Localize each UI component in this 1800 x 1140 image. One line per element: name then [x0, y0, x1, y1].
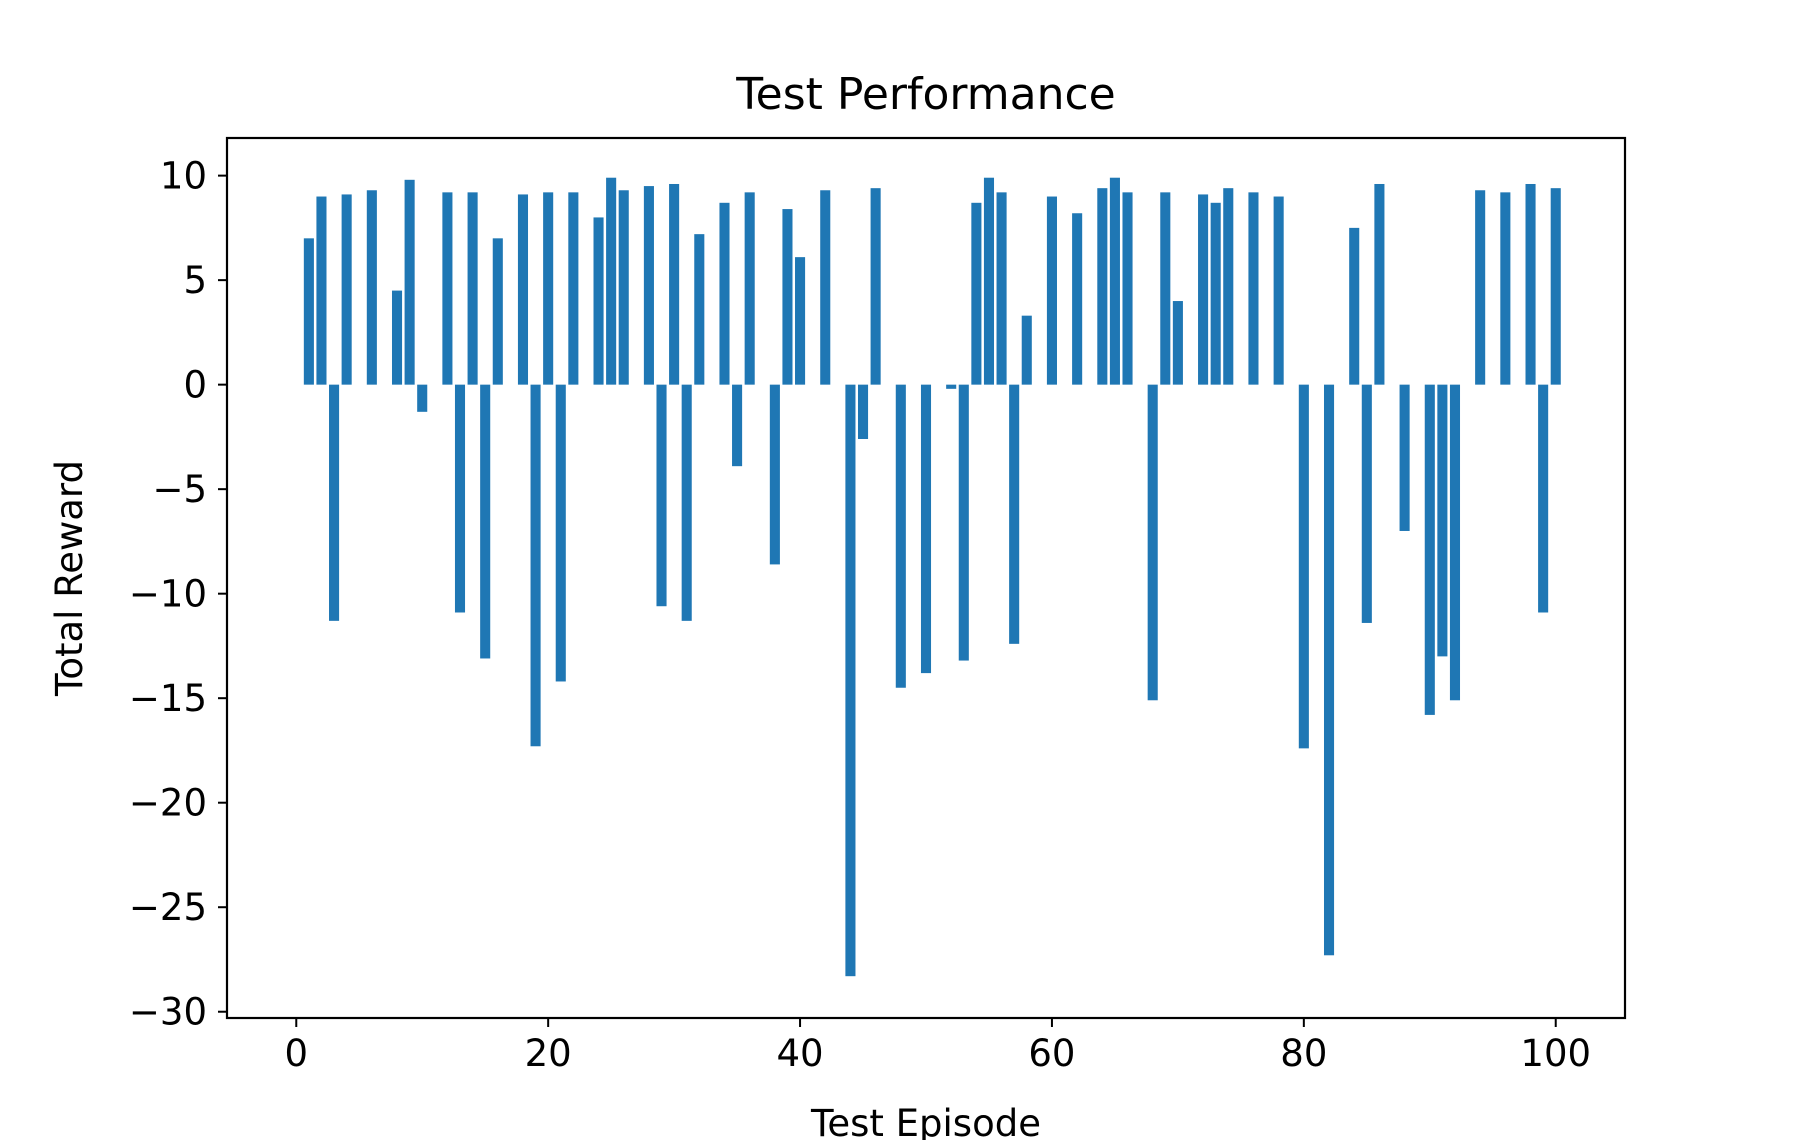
bar-episode-56: [996, 192, 1007, 385]
bars-group: [303, 177, 1561, 977]
bar-episode-31: [681, 384, 692, 621]
bar-episode-29: [656, 384, 667, 607]
bar-episode-68: [1147, 384, 1158, 701]
bar-episode-50: [920, 384, 932, 674]
bar-episode-80: [1298, 384, 1309, 749]
bar-episode-73: [1210, 202, 1221, 385]
y-tick-label: −5: [152, 468, 207, 511]
bar-episode-12: [442, 192, 453, 385]
chart-title: Test Performance: [735, 69, 1115, 120]
bar-episode-2: [316, 196, 327, 385]
x-axis-title: Test Episode: [810, 1102, 1041, 1140]
bar-episode-24: [593, 217, 604, 385]
bar-episode-53: [958, 384, 969, 661]
bar-episode-91: [1437, 384, 1448, 657]
x-axis: 0 20 40 60 80 100: [284, 1018, 1591, 1075]
bar-episode-32: [694, 234, 705, 385]
y-tick-label: 10: [160, 155, 207, 198]
y-axis: 10 5 0 −5 −10 −15 −20 −25 −30: [129, 155, 227, 1034]
x-tick-label: 80: [1280, 1032, 1327, 1075]
bar-episode-9: [404, 179, 415, 385]
bar-episode-15: [480, 384, 491, 659]
bar-episode-22: [568, 192, 579, 385]
bar-episode-60: [1046, 196, 1057, 385]
y-axis-title: Total Reward: [48, 460, 91, 697]
bar-episode-70: [1172, 301, 1183, 385]
bar-episode-86: [1374, 183, 1385, 385]
bar-episode-58: [1021, 315, 1032, 385]
y-tick-label: 0: [183, 364, 207, 407]
bar-episode-39: [782, 209, 793, 385]
bar-episode-10: [417, 384, 428, 412]
bar-episode-82: [1323, 384, 1335, 956]
bar-episode-21: [555, 384, 566, 682]
bar-episode-14: [467, 192, 478, 385]
bar-episode-26: [618, 190, 629, 385]
bar-episode-78: [1273, 196, 1284, 385]
bar-episode-28: [643, 186, 654, 385]
y-tick-label: 5: [183, 259, 207, 302]
bar-episode-92: [1449, 384, 1461, 701]
bar-episode-72: [1198, 194, 1209, 385]
bar-episode-64: [1097, 188, 1108, 385]
bar-episode-45: [857, 384, 869, 439]
bar-episode-36: [744, 192, 755, 385]
plot-frame: [225, 136, 1627, 1020]
bar-episode-19: [530, 384, 541, 747]
bar-episode-69: [1160, 192, 1171, 385]
bar-episode-38: [769, 384, 780, 565]
bar-episode-35: [732, 384, 743, 467]
bar-episode-20: [543, 192, 554, 385]
y-tick-label: −20: [129, 782, 207, 825]
bar-episode-42: [820, 190, 831, 385]
bar-episode-30: [669, 183, 680, 385]
bar-episode-34: [719, 202, 730, 385]
bar-episode-90: [1424, 384, 1435, 715]
bar-episode-74: [1223, 188, 1234, 385]
bar-episode-46: [870, 188, 881, 385]
x-tick-label: 0: [284, 1032, 308, 1075]
y-tick-label: −25: [129, 886, 207, 929]
bar-episode-98: [1525, 183, 1536, 385]
bar-episode-99: [1538, 384, 1549, 613]
bar-episode-65: [1109, 177, 1120, 385]
bar-episode-66: [1122, 192, 1133, 385]
bar-episode-62: [1072, 213, 1083, 385]
x-tick-label: 20: [525, 1032, 572, 1075]
x-tick-label: 40: [777, 1032, 824, 1075]
bar-episode-57: [1009, 384, 1020, 644]
x-tick-label: 60: [1028, 1032, 1075, 1075]
bar-episode-8: [391, 290, 403, 385]
bar-episode-44: [845, 384, 856, 977]
bar-episode-52: [946, 384, 957, 389]
y-tick-label: −10: [129, 573, 207, 616]
bar-episode-55: [983, 177, 995, 385]
bar-episode-16: [492, 238, 503, 385]
bar-episode-40: [795, 257, 806, 385]
bar-episode-18: [517, 194, 529, 385]
bar-episode-1: [303, 238, 314, 385]
bar-episode-100: [1550, 188, 1561, 385]
bar-episode-88: [1399, 384, 1410, 531]
y-tick-label: −30: [129, 991, 207, 1034]
bar-episode-96: [1500, 192, 1511, 385]
bar-episode-94: [1475, 190, 1486, 385]
bar-episode-6: [366, 190, 377, 385]
bar-episode-13: [454, 384, 466, 613]
y-tick-label: −15: [129, 677, 207, 720]
bar-episode-3: [329, 384, 340, 621]
bar-episode-25: [606, 177, 617, 385]
x-tick-label: 100: [1520, 1032, 1591, 1075]
bar-episode-54: [971, 202, 982, 385]
bar-episode-4: [341, 194, 352, 385]
bar-episode-76: [1248, 192, 1259, 385]
bar-episode-48: [895, 384, 906, 688]
bar-episode-85: [1361, 384, 1372, 623]
bar-episode-84: [1349, 227, 1360, 385]
